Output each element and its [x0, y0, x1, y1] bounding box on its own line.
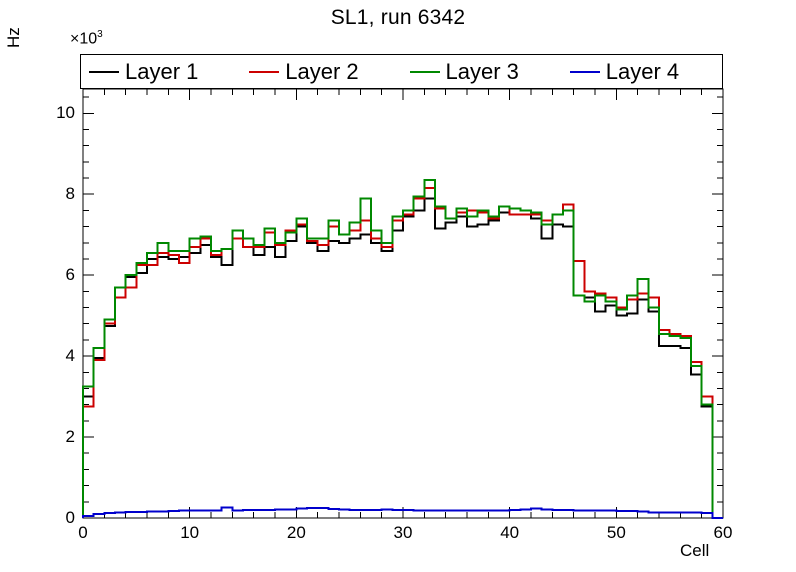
legend-swatch-icon [249, 70, 280, 73]
legend-swatch-icon [89, 70, 119, 73]
x-tick-label: 20 [286, 523, 306, 542]
x-tick-label: 60 [713, 523, 733, 542]
data-series-group [82, 179, 723, 519]
legend: Layer 1 Layer 2 Layer 3 Layer 4 [80, 54, 723, 89]
y-tick-label: 10 [56, 103, 75, 123]
series-line-layer-4 [82, 506, 723, 519]
legend-entry-layer-3[interactable]: Layer 3 [402, 58, 562, 84]
legend-label: Layer 4 [605, 58, 680, 84]
legend-label: Layer 2 [285, 58, 359, 84]
legend-swatch-icon [569, 70, 600, 73]
legend-swatch-icon [409, 70, 440, 73]
x-tick-label: 10 [180, 523, 200, 542]
x-tick-label: 40 [500, 523, 520, 542]
series-line-layer-3 [82, 179, 723, 519]
legend-entry-layer-1[interactable]: Layer 1 [81, 58, 241, 84]
legend-entry-layer-2[interactable]: Layer 2 [241, 58, 401, 84]
legend-label: Layer 1 [125, 58, 199, 84]
y-tick-label: 0 [65, 508, 75, 527]
legend-label: Layer 3 [445, 58, 519, 84]
y-exponent-base: ×10 [70, 30, 98, 48]
series-line-layer-1 [82, 197, 723, 519]
y-tick-label: 8 [65, 184, 75, 204]
page-title: SL1, run 6342 [330, 6, 466, 29]
y-axis-exponent: ×103 [70, 29, 103, 48]
x-axis-title: Cell [680, 541, 710, 560]
y-exponent-power: 3 [97, 29, 103, 40]
y-tick-label: 4 [65, 346, 75, 366]
legend-entry-layer-4[interactable]: Layer 4 [562, 58, 722, 84]
series-line-layer-2 [82, 187, 723, 519]
y-tick-label: 6 [65, 265, 75, 285]
y-tick-label: 2 [65, 427, 75, 447]
x-tick-label: 30 [393, 523, 413, 542]
x-tick-label: 50 [606, 523, 626, 542]
x-tick-label: 0 [78, 523, 88, 542]
